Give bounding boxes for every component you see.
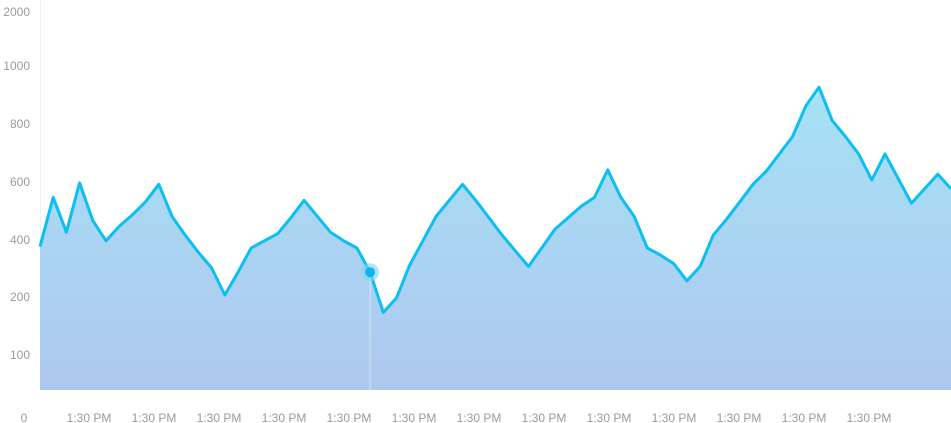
data-point[interactable] [260, 237, 268, 245]
data-point[interactable] [564, 214, 572, 222]
y-tick-label: 600 [10, 175, 30, 189]
data-point[interactable] [921, 185, 929, 193]
data-point[interactable] [828, 117, 836, 125]
x-tick-label: 1:30 PM [782, 411, 827, 423]
data-point[interactable] [538, 244, 546, 252]
data-point[interactable] [775, 150, 783, 158]
series-line [38, 85, 951, 314]
x-axis-ticks: 1:30 PM 1:30 PM 1:30 PM 1:30 PM 1:30 PM … [67, 411, 892, 423]
data-point[interactable] [49, 193, 57, 201]
y-tick-label: 2000 [3, 5, 30, 19]
data-point[interactable] [815, 83, 823, 91]
data-point[interactable] [419, 237, 427, 245]
x-tick-label: 1:30 PM [392, 411, 437, 423]
data-point[interactable] [749, 180, 757, 188]
data-point[interactable] [789, 133, 797, 141]
x-tick-label: 1:30 PM [717, 411, 762, 423]
data-point[interactable] [551, 225, 559, 233]
data-point[interactable] [194, 248, 202, 256]
y-tick-label: 100 [10, 348, 30, 362]
x-tick-label: 1:30 PM [847, 411, 892, 423]
y-tick-label: 200 [10, 290, 30, 304]
data-point[interactable] [723, 215, 731, 223]
x-tick-label: 1:30 PM [262, 411, 307, 423]
data-point[interactable] [115, 222, 123, 230]
area-fill [40, 87, 951, 390]
plot-area [36, 83, 951, 390]
data-point[interactable] [617, 193, 625, 201]
data-point[interactable] [234, 268, 242, 276]
x-origin-label: 0 [21, 411, 28, 423]
data-point[interactable] [327, 228, 335, 236]
data-point[interactable] [102, 237, 110, 245]
data-point[interactable] [591, 193, 599, 201]
x-tick-label: 1:30 PM [587, 411, 632, 423]
x-tick-label: 1:30 PM [132, 411, 177, 423]
data-point[interactable] [89, 217, 97, 225]
y-tick-label: 800 [10, 117, 30, 131]
data-point[interactable] [498, 231, 506, 239]
x-tick-label: 1:30 PM [327, 411, 372, 423]
data-point[interactable] [313, 212, 321, 220]
x-tick-label: 1:30 PM [522, 411, 567, 423]
data-point[interactable] [709, 231, 717, 239]
data-point[interactable] [208, 264, 216, 272]
y-axis-ticks: 2000 1000 800 600 400 200 100 [3, 5, 30, 362]
data-point[interactable] [353, 244, 361, 252]
data-point[interactable] [432, 212, 440, 220]
data-point[interactable] [762, 167, 770, 175]
data-point[interactable] [696, 263, 704, 271]
data-point[interactable] [155, 180, 163, 188]
data-point[interactable] [287, 214, 295, 222]
data-point[interactable] [643, 244, 651, 252]
data-point[interactable] [142, 198, 150, 206]
data-point[interactable] [683, 277, 691, 285]
data-point[interactable] [406, 261, 414, 269]
data-point[interactable] [221, 291, 229, 299]
data-point[interactable] [300, 196, 308, 204]
data-point[interactable] [247, 244, 255, 252]
data-point[interactable] [36, 243, 44, 251]
data-point[interactable] [604, 166, 612, 174]
data-point[interactable] [76, 179, 84, 187]
data-point[interactable] [340, 237, 348, 245]
data-point[interactable] [657, 251, 665, 259]
data-point[interactable] [907, 199, 915, 207]
y-tick-label: 400 [10, 233, 30, 247]
data-point[interactable] [511, 247, 519, 255]
data-point[interactable] [445, 196, 453, 204]
data-point[interactable] [802, 102, 810, 110]
highlight-marker[interactable] [365, 267, 376, 278]
data-point[interactable] [128, 211, 136, 219]
data-point[interactable] [934, 170, 942, 178]
data-point[interactable] [736, 198, 744, 206]
x-tick-label: 1:30 PM [67, 411, 112, 423]
data-point[interactable] [472, 196, 480, 204]
data-point[interactable] [881, 150, 889, 158]
data-point[interactable] [62, 228, 70, 236]
x-tick-label: 1:30 PM [197, 411, 242, 423]
data-point[interactable] [485, 214, 493, 222]
data-point[interactable] [459, 180, 467, 188]
x-tick-label: 1:30 PM [457, 411, 502, 423]
data-point[interactable] [577, 202, 585, 210]
y-tick-label: 1000 [3, 59, 30, 73]
data-point[interactable] [630, 212, 638, 220]
x-tick-label: 1:30 PM [652, 411, 697, 423]
data-point[interactable] [670, 260, 678, 268]
data-point[interactable] [855, 150, 863, 158]
data-point[interactable] [868, 176, 876, 184]
data-point[interactable] [393, 294, 401, 302]
data-point[interactable] [274, 230, 282, 238]
data-point[interactable] [894, 175, 902, 183]
data-point[interactable] [841, 133, 849, 141]
data-point[interactable] [379, 308, 387, 316]
data-point[interactable] [525, 263, 533, 271]
data-point[interactable] [181, 231, 189, 239]
data-point[interactable] [168, 212, 176, 220]
